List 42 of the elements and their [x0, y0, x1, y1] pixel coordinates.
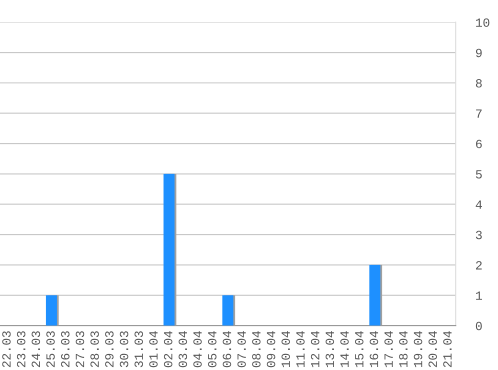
y-tick-label: 9 [476, 48, 482, 58]
x-tick-label: 14.04 [340, 331, 349, 368]
x-tick-label: 12.04 [310, 331, 320, 368]
y-tick-label: 6 [476, 140, 482, 148]
y-tick-label: 7 [476, 110, 482, 118]
x-tick-label: 18.04 [399, 331, 408, 368]
x-tick-label: 26.03 [61, 331, 70, 368]
x-tick-label: 24.03 [32, 331, 40, 368]
x-tick-label: 20.04 [428, 331, 437, 368]
x-tick-label: 05.04 [208, 331, 216, 368]
x-tick-label: 16.04 [370, 331, 378, 368]
x-tick-label: 13.04 [326, 331, 334, 368]
x-tick-label: 28.03 [90, 331, 99, 368]
x-tick-label: 22.03 [2, 331, 11, 368]
y-tick-label: 10 [476, 18, 490, 27]
x-tick-label: 03.04 [178, 331, 188, 368]
x-tick-label: 15.04 [354, 331, 364, 368]
y-tick-label: 4 [476, 200, 482, 209]
x-tick-label: 11.04 [296, 331, 305, 368]
x-tick-label: 29.03 [105, 331, 114, 368]
y-tick-label: 2 [476, 261, 482, 270]
x-tick-label: 04.04 [193, 331, 202, 368]
x-tick-label: 23.03 [16, 331, 26, 368]
x-tick-label: 08.04 [252, 331, 261, 368]
x-tick-label: 07.04 [237, 331, 246, 368]
x-tick-label: 21.04 [443, 331, 452, 368]
y-tick-label: 3 [476, 230, 482, 240]
x-tick-label: 19.04 [414, 331, 422, 368]
x-tick-label: 31.03 [134, 331, 143, 368]
x-tick-label: 30.03 [120, 331, 128, 368]
x-tick-label: 10.04 [282, 331, 290, 368]
x-tick-label: 27.03 [76, 331, 84, 368]
x-tick-label: 09.04 [266, 331, 276, 368]
x-tick-label: 02.04 [164, 331, 172, 368]
y-tick-label: 0 [476, 322, 482, 330]
x-tick-label: 25.03 [46, 331, 55, 368]
x-tick-label: 01.04 [149, 331, 158, 368]
y-tick-label: 8 [476, 79, 482, 88]
x-tick-label: 17.04 [384, 331, 393, 368]
y-tick-label: 5 [476, 170, 482, 179]
x-tick-label: 06.04 [222, 331, 232, 368]
y-tick-label: 1 [476, 292, 482, 300]
